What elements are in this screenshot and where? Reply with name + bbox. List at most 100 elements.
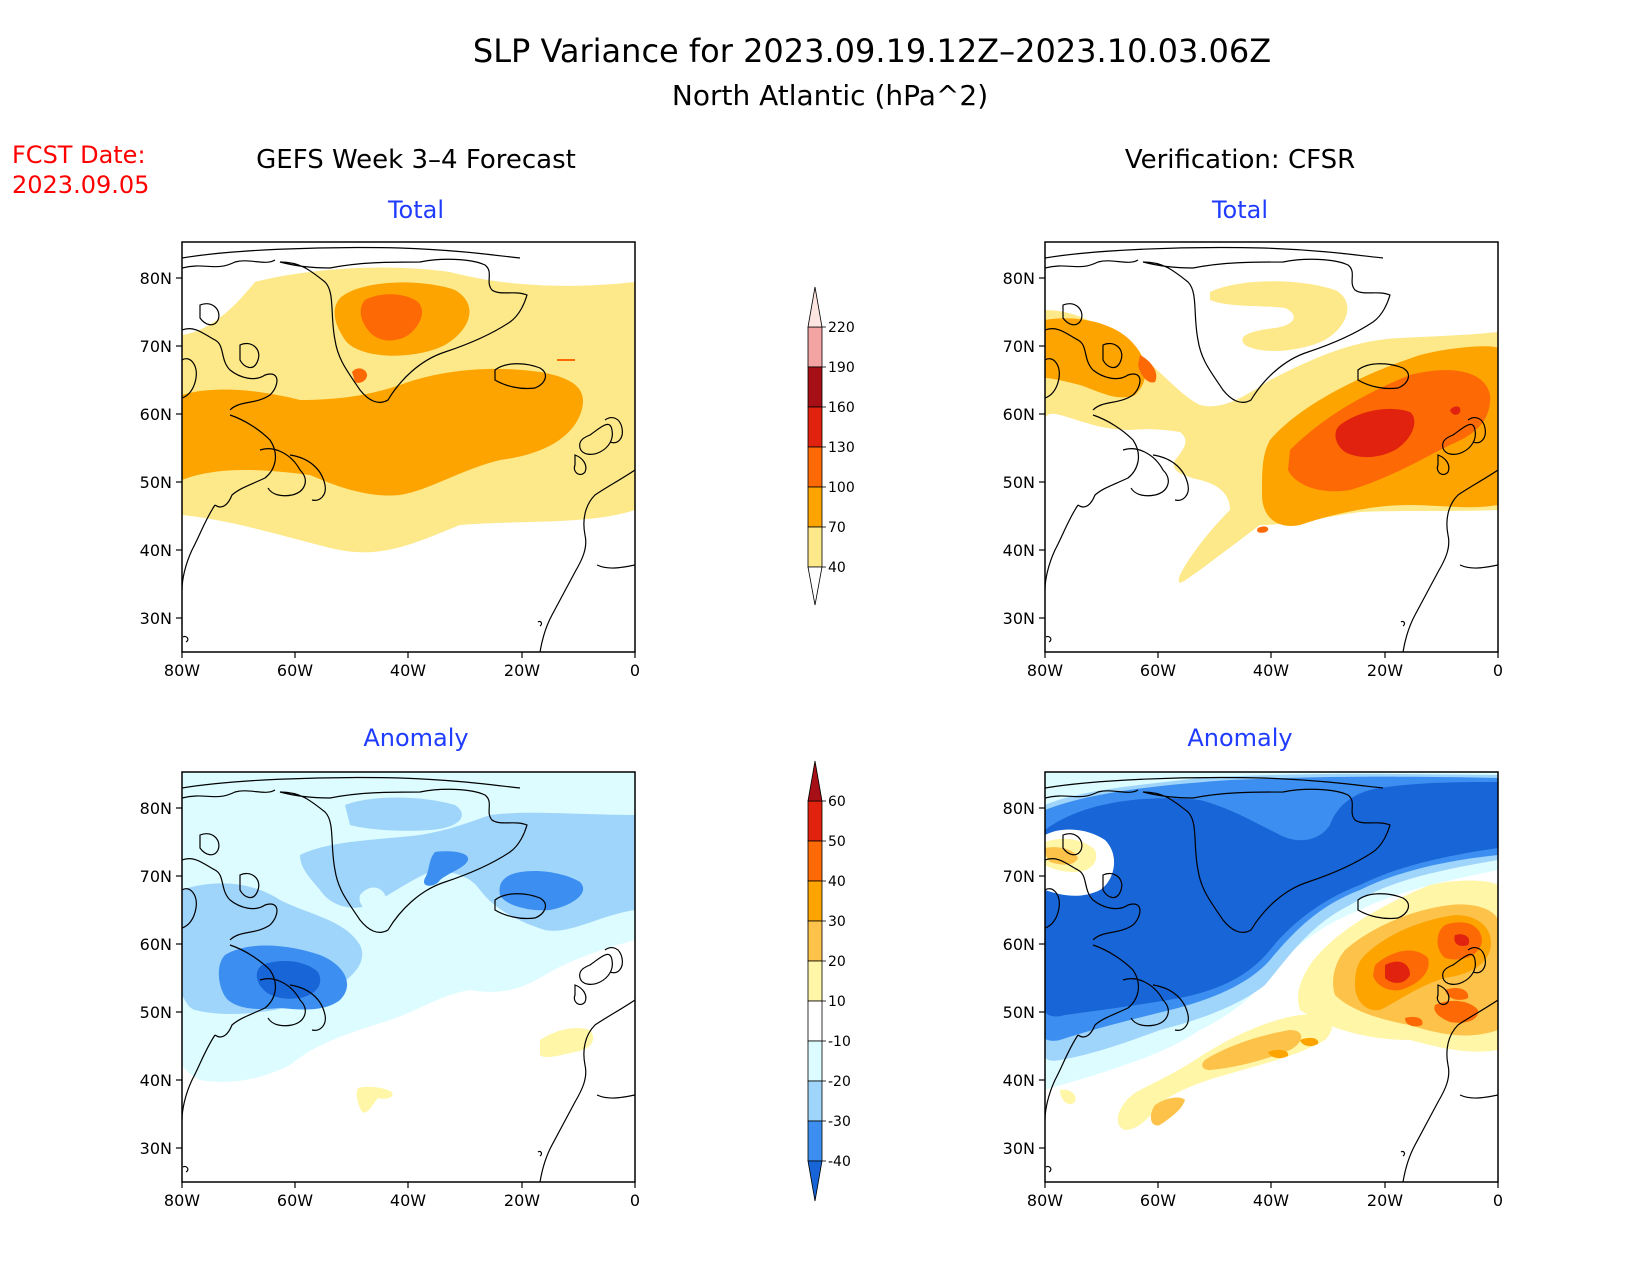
lon-tick-label: 40W [390, 1191, 426, 1210]
colorbar-label: 10 [828, 994, 846, 1010]
colorbar-label: 160 [828, 400, 855, 416]
lon-tick-label: 80W [164, 661, 200, 680]
lat-tick-label: 50N [1003, 1003, 1035, 1022]
lon-tick-label: 0 [630, 661, 640, 680]
colorbar-label: -10 [828, 1034, 851, 1050]
colorbar-segment [807, 1000, 823, 1042]
colorbar-label: 20 [828, 954, 846, 970]
lat-tick-label: 60N [140, 405, 172, 424]
map-forecast-anomaly [181, 771, 636, 1183]
lon-tick-label: 40W [1253, 1191, 1289, 1210]
panel-title-forecast-anomaly: Anomaly [363, 724, 468, 752]
lat-tick-label: 30N [140, 1139, 172, 1158]
lon-tick-label: 40W [390, 661, 426, 680]
lon-tick-label: 0 [1493, 1191, 1503, 1210]
lat-tick-label: 80N [1003, 799, 1035, 818]
lat-tick-label: 80N [1003, 269, 1035, 288]
colorbar-bottom-arrow [807, 566, 823, 606]
map-forecast-total [181, 241, 636, 653]
colorbar-segment [807, 800, 823, 842]
lat-tick-label: 70N [1003, 337, 1035, 356]
coastline-verification-total [1045, 246, 1498, 652]
lon-tick-label: 40W [1253, 661, 1289, 680]
lat-tick-label: 40N [1003, 541, 1035, 560]
fill-forecast-anomaly [182, 772, 635, 1182]
panel-title-verification-anomaly: Anomaly [1187, 724, 1292, 752]
lat-tick-label: 60N [1003, 935, 1035, 954]
main-title: SLP Variance for 2023.09.19.12Z–2023.10.… [473, 32, 1271, 70]
colorbar-label: 220 [828, 320, 855, 336]
colorbar-label: 100 [828, 480, 855, 496]
main-subtitle: North Atlantic (hPa^2) [672, 79, 988, 112]
colorbar-label: 30 [828, 914, 846, 930]
colorbar-segment [807, 446, 823, 488]
lat-tick-label: 40N [1003, 1071, 1035, 1090]
colorbar-segment [807, 1040, 823, 1082]
colorbar-anomaly: 60 50 40 30 20 10 -10 -20 -30 -40 [807, 760, 851, 1202]
colorbar-total: 220 190 160 130 100 70 40 [807, 286, 855, 606]
coastline-forecast-anomaly [182, 776, 635, 1182]
lon-tick-label: 80W [1027, 661, 1063, 680]
map-verification-anomaly [1044, 771, 1499, 1183]
colorbar-label: -20 [828, 1074, 851, 1090]
lon-tick-label: 20W [1367, 661, 1403, 680]
colorbar-label: 40 [828, 560, 846, 576]
fill-verification-anomaly [1045, 772, 1498, 1182]
colorbar-segment [807, 1120, 823, 1162]
colorbar-segment [807, 326, 823, 368]
lat-tick-label: 80N [140, 799, 172, 818]
lat-tick-label: 50N [140, 1003, 172, 1022]
colorbar-label: -40 [828, 1154, 851, 1170]
lon-tick-label: 0 [630, 1191, 640, 1210]
colorbar-label: 60 [828, 794, 846, 810]
fcst-date-value: 2023.09.05 [12, 171, 149, 199]
colorbar-segment [807, 406, 823, 448]
lat-tick-label: 50N [140, 473, 172, 492]
lat-tick-label: 30N [1003, 1139, 1035, 1158]
colorbar-label: -30 [828, 1114, 851, 1130]
colorbar-segment [807, 840, 823, 882]
lat-tick-label: 60N [140, 935, 172, 954]
colorbar-top-arrow [807, 286, 823, 328]
colorbar-segment [807, 960, 823, 1002]
lon-tick-label: 20W [504, 1191, 540, 1210]
lat-tick-label: 70N [1003, 867, 1035, 886]
fcst-date-label: FCST Date: [12, 141, 146, 169]
colorbar-segment [807, 1080, 823, 1122]
lon-tick-label: 80W [1027, 1191, 1063, 1210]
axes-layer: 80N 70N 60N 50N 40N 30N 80W 60W 40W 20W 0 80N 70N 60N… [140, 269, 1503, 1210]
coastline-verification-anomaly [1045, 776, 1498, 1182]
colorbar-segment [807, 880, 823, 922]
fill-verification-total [1045, 242, 1498, 652]
lat-tick-label: 40N [140, 1071, 172, 1090]
lon-tick-label: 60W [277, 1191, 313, 1210]
lat-tick-label: 70N [140, 337, 172, 356]
column-title-forecast: GEFS Week 3–4 Forecast [256, 145, 576, 175]
lon-tick-label: 0 [1493, 661, 1503, 680]
lon-tick-label: 60W [1140, 661, 1176, 680]
colorbar-label: 40 [828, 874, 846, 890]
lat-tick-label: 60N [1003, 405, 1035, 424]
colorbar-segment [807, 366, 823, 408]
colorbar-label: 190 [828, 360, 855, 376]
colorbar-label: 50 [828, 834, 846, 850]
lon-tick-label: 60W [1140, 1191, 1176, 1210]
lat-tick-label: 50N [1003, 473, 1035, 492]
map-verification-total [1044, 241, 1499, 653]
lat-tick-label: 80N [140, 269, 172, 288]
colorbar-bottom-arrow [807, 1160, 823, 1202]
fill-forecast-total [182, 242, 635, 652]
lon-tick-label: 80W [164, 1191, 200, 1210]
column-title-verification: Verification: CFSR [1125, 145, 1355, 175]
panel-title-forecast-total: Total [387, 196, 444, 224]
lat-tick-label: 30N [1003, 609, 1035, 628]
coastline-forecast-total [182, 246, 635, 652]
colorbar-label: 70 [828, 520, 846, 536]
colorbar-top-arrow [807, 760, 823, 802]
panel-title-verification-total: Total [1211, 196, 1268, 224]
lat-tick-label: 30N [140, 609, 172, 628]
lon-tick-label: 20W [504, 661, 540, 680]
lon-tick-label: 60W [277, 661, 313, 680]
colorbar-segment [807, 526, 823, 568]
